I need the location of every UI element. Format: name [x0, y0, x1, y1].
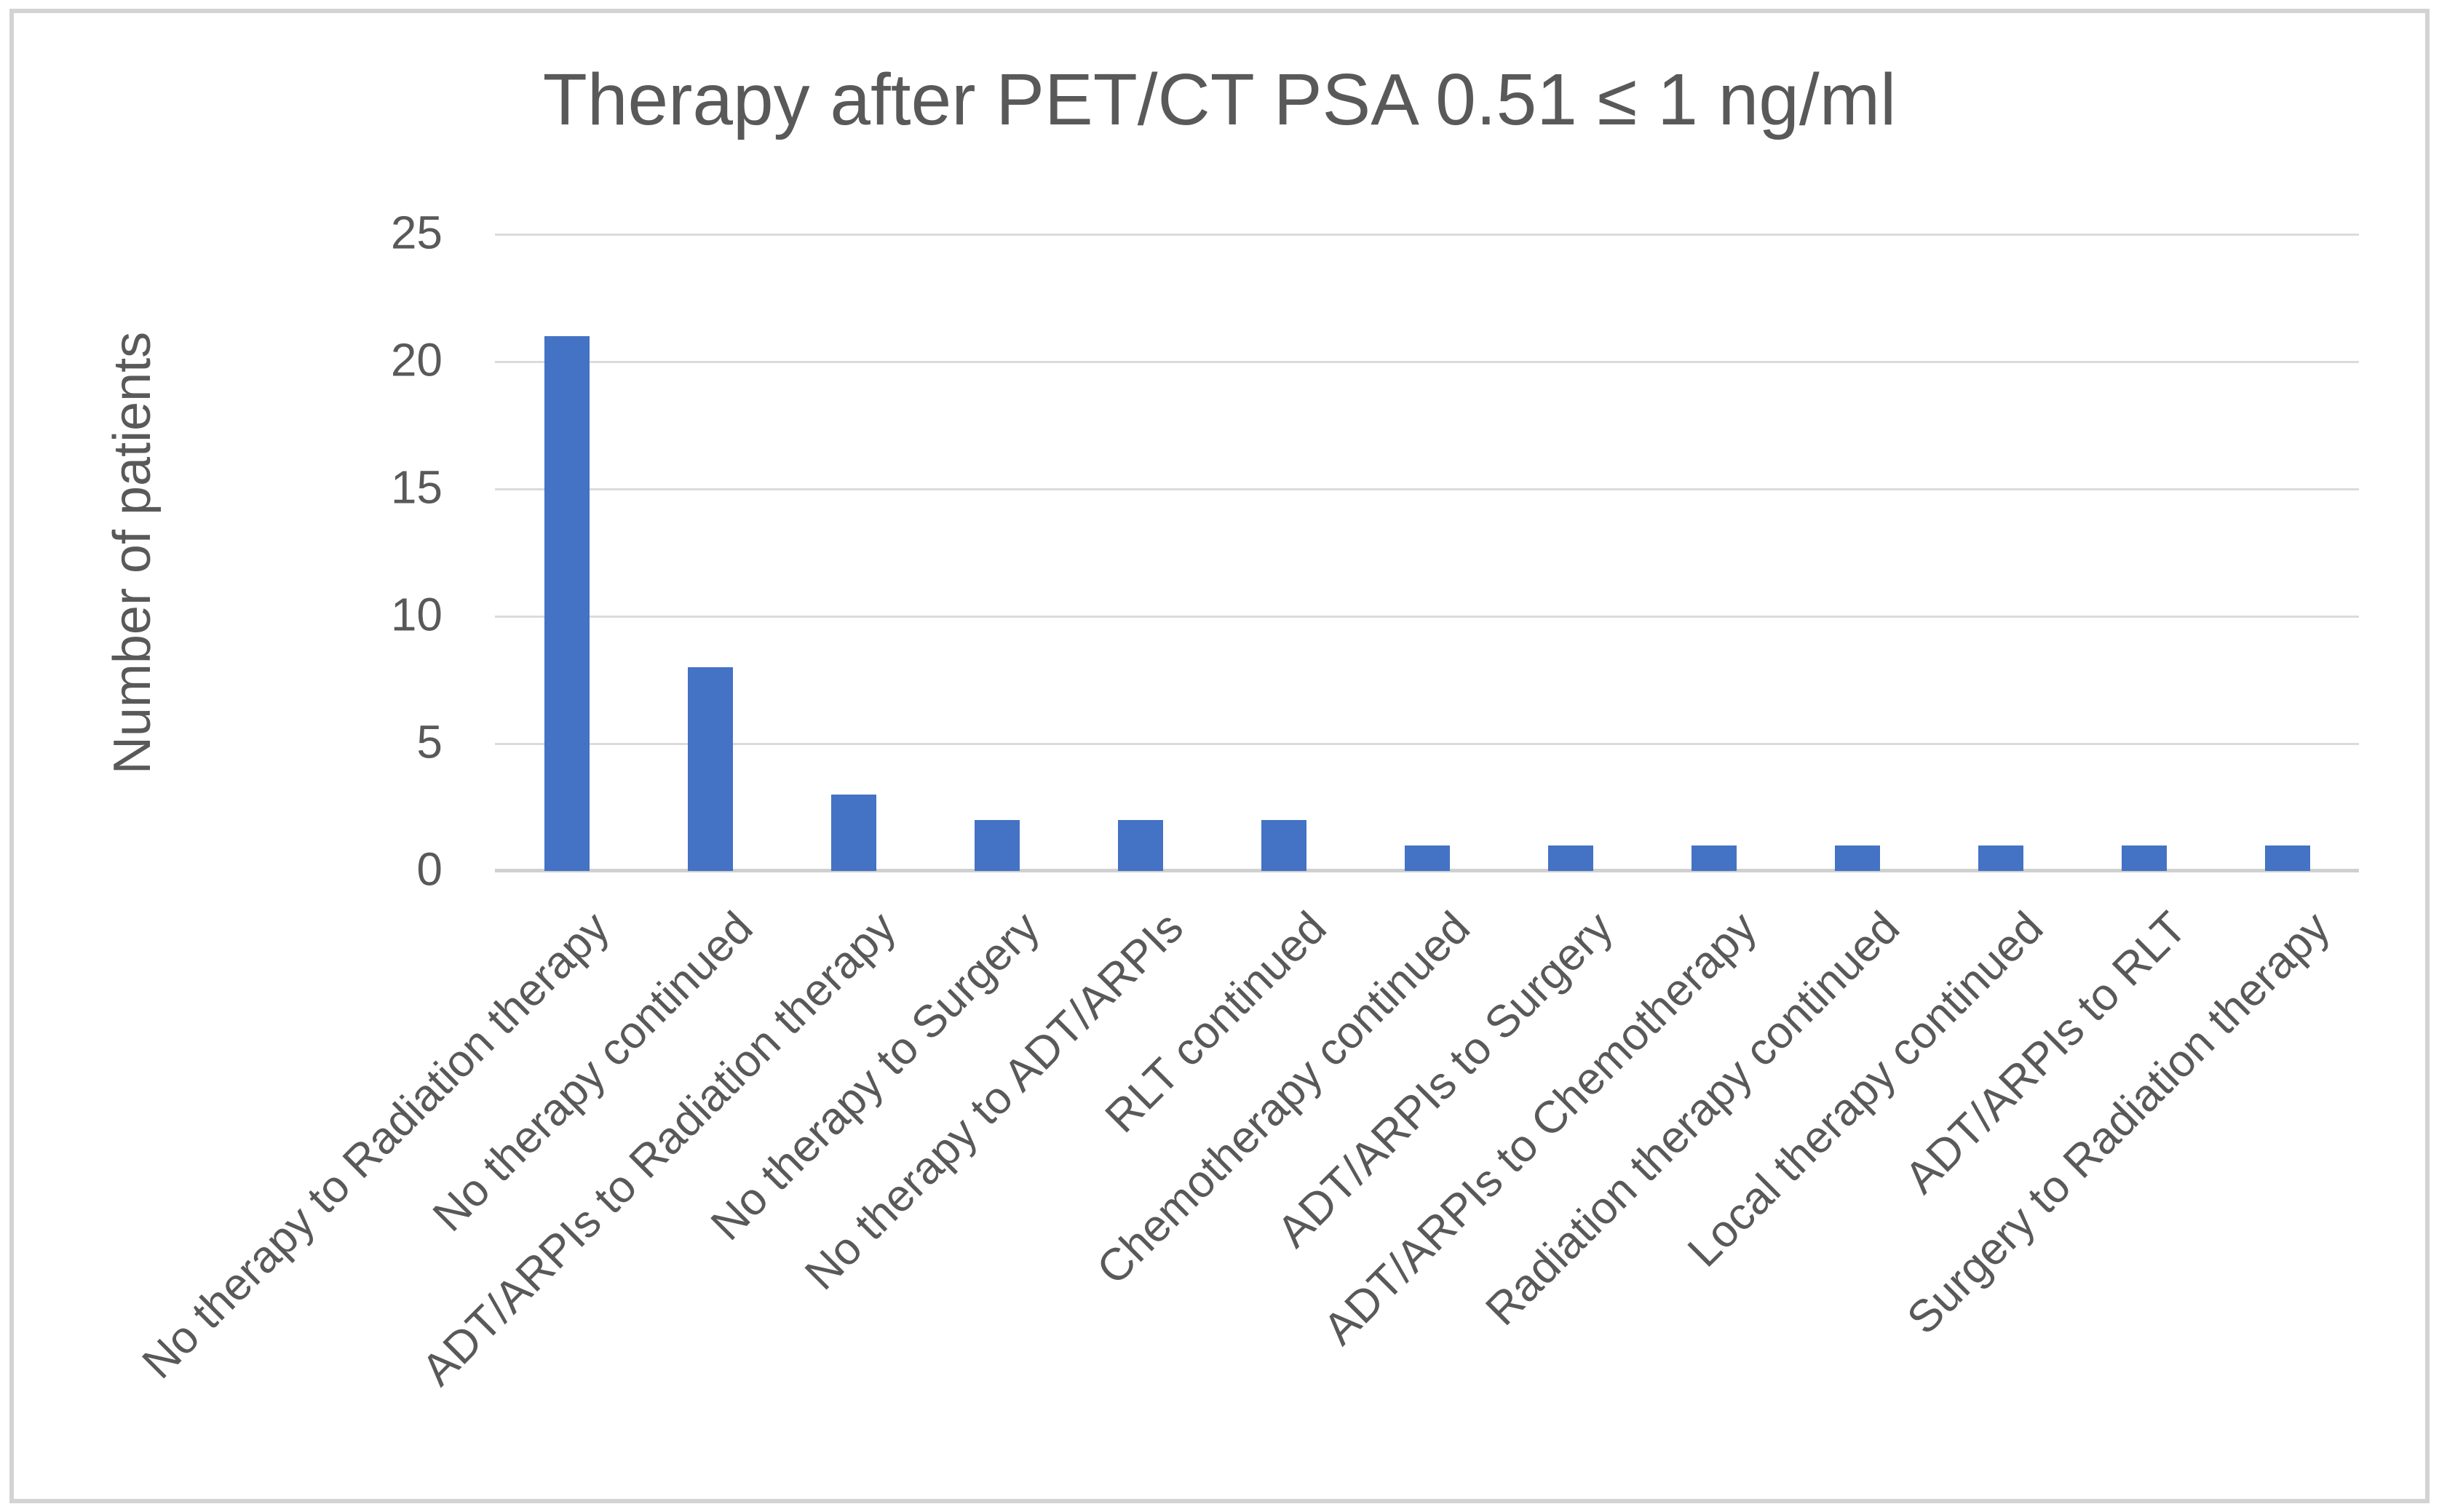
bar [1978, 845, 2023, 871]
bar [974, 820, 1020, 871]
bar [2121, 845, 2167, 871]
plot-area [495, 233, 2359, 872]
bar [1261, 820, 1306, 871]
bar [1117, 820, 1163, 871]
y-tick-label: 15 [390, 461, 443, 514]
y-tick-label: 20 [390, 333, 443, 386]
bar [1404, 845, 1450, 871]
bar [2264, 845, 2310, 871]
y-tick-label: 25 [390, 206, 443, 259]
bar [1834, 845, 1880, 871]
bar [544, 336, 590, 871]
y-tick-label: 5 [416, 715, 443, 768]
bar [687, 667, 733, 871]
gridline [495, 488, 2359, 490]
gridline [495, 615, 2359, 618]
gridline [495, 360, 2359, 363]
bar [830, 795, 876, 871]
chart-border-frame [9, 9, 2430, 1503]
bar [1691, 845, 1737, 871]
gridline [495, 742, 2359, 745]
bar [1547, 845, 1593, 871]
chart-title: Therapy after PET/CT PSA 0.51 ≤ 1 ng/ml [542, 59, 1897, 140]
gridline [495, 233, 2359, 236]
y-tick-label: 10 [390, 588, 443, 641]
y-tick-label: 0 [416, 843, 443, 896]
y-axis-title: Number of patients [103, 331, 162, 775]
